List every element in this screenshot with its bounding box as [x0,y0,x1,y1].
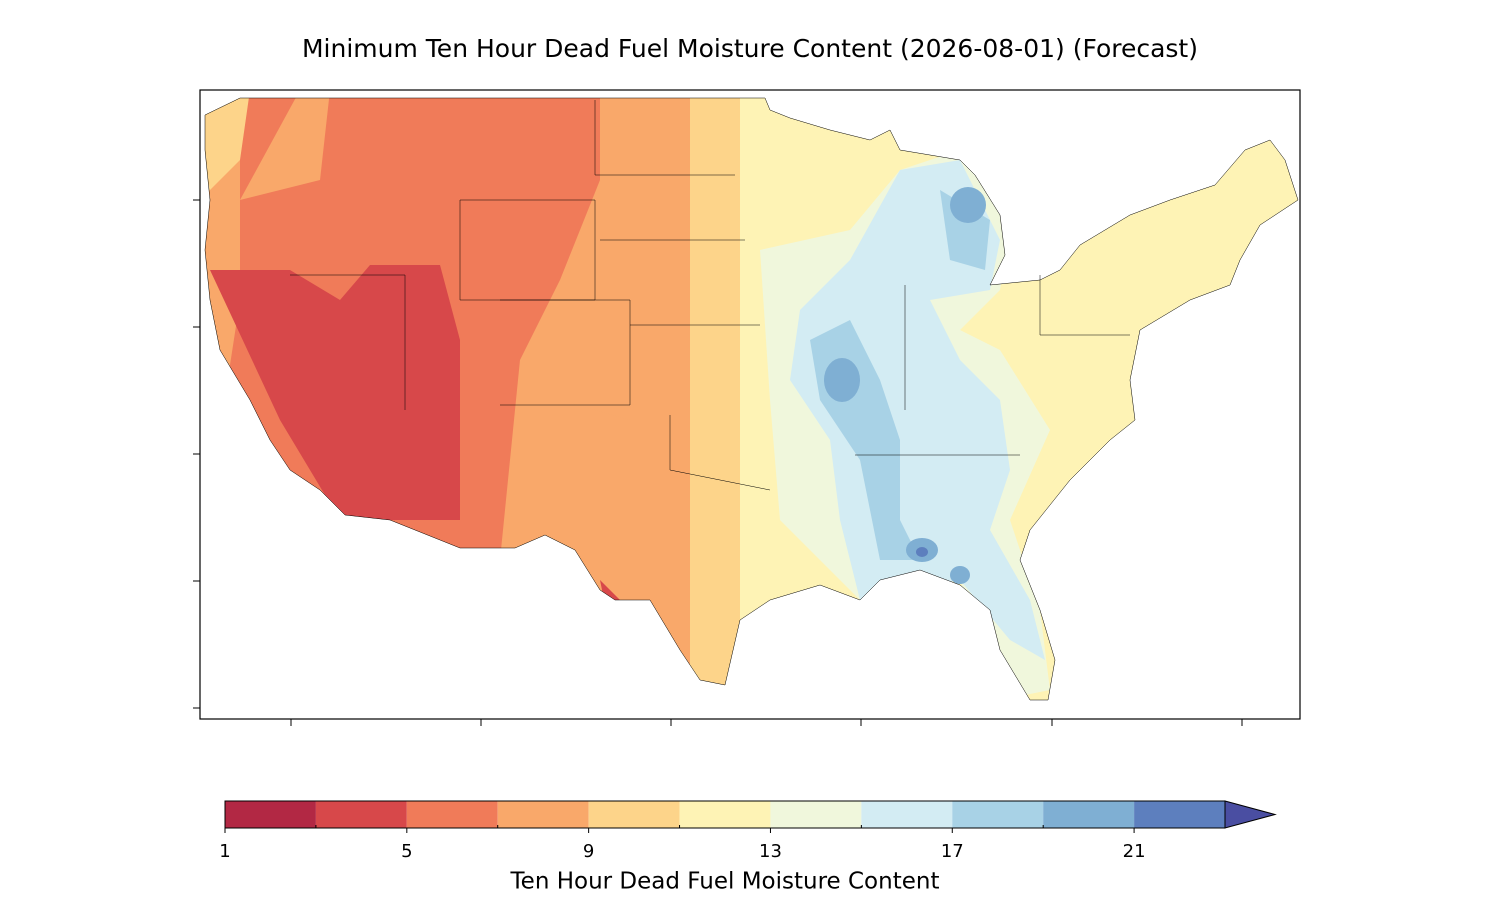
colorbar-tick-label: 5 [401,841,412,862]
moisture-field [205,98,1298,700]
colorbar-extend [1224,800,1277,829]
colorbar-tick-label: 17 [941,841,964,862]
colorbar-tick-label: 13 [759,841,782,862]
frame-ticks [193,199,1243,726]
colorbar-frame [224,800,1226,829]
colorbar-segment [315,801,407,828]
colorbar-segment [497,801,589,828]
state-lines [204,97,1299,701]
colorbar-segment [1043,801,1135,828]
colorbar-tick-label: 1 [219,841,230,862]
colorbar-segment [679,801,771,828]
colorbar-tick-label: 21 [1123,841,1146,862]
colorbar-segment [225,801,316,828]
map-frame [199,89,1301,720]
colorbar-label: Ten Hour Dead Fuel Moisture Content [510,869,940,895]
colorbar-segment [861,801,953,828]
colorbar-tick-label: 9 [583,841,594,862]
colorbar-segment [770,801,862,828]
map-title: Minimum Ten Hour Dead Fuel Moisture Cont… [302,34,1198,63]
colorbar-segment [952,801,1044,828]
colorbar-segment [406,801,498,828]
colorbar-segment [588,801,680,828]
colorbar-segment [1134,801,1225,828]
colorbar: 1 5 9 13 17 21 [219,800,1277,862]
